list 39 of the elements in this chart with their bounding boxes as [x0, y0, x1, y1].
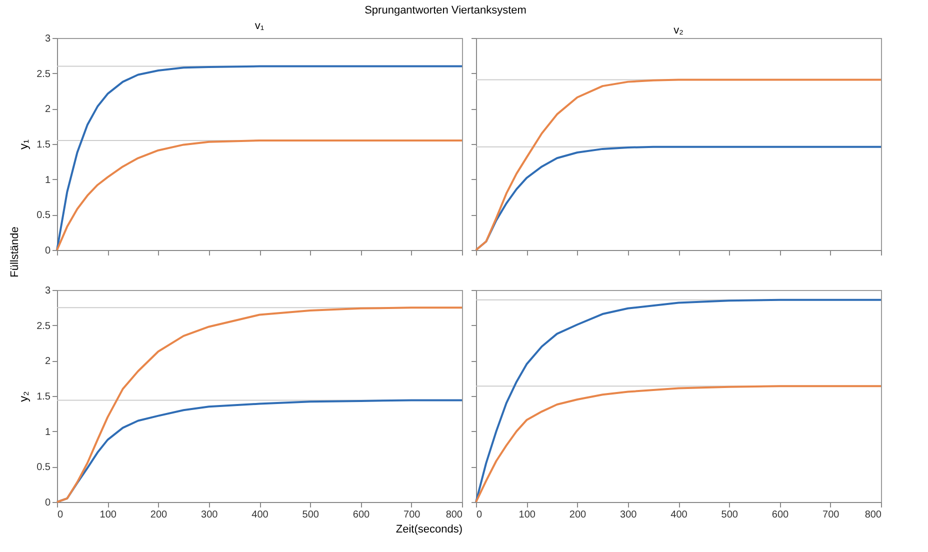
x-tick-label: 500 [302, 510, 320, 520]
y-tick-label: 3 [44, 286, 51, 296]
chart-title: v₂ [674, 24, 684, 36]
x-tick-label: 700 [822, 510, 840, 520]
y-tick-label: 2 [44, 356, 51, 368]
x-tick-label: 600 [772, 510, 790, 520]
x-tick-label: 100 [518, 510, 536, 520]
text: Sprungantworten Viertanksystem [364, 4, 526, 16]
x-tick-label: 200 [150, 510, 168, 520]
x-tick-label: 400 [252, 510, 269, 520]
y-tick-label: 1.5 [36, 392, 51, 402]
y-tick-label: 1.5 [36, 140, 51, 150]
y-tick-label: 2.5 [36, 320, 51, 332]
y-tick-label: 1 [44, 174, 51, 186]
x-tick-label: 800 [864, 510, 882, 520]
x-tick-label: 300 [620, 510, 638, 520]
text: Füllstände [9, 226, 21, 278]
x-tick-label: 100 [100, 510, 117, 520]
x-tick-label: 400 [670, 510, 688, 520]
x-tick-label: 600 [352, 510, 370, 520]
x-axis-title: Zeit(seconds) [396, 524, 462, 536]
y-tick-label: 2 [44, 104, 51, 116]
y-tick-label: 0 [44, 498, 51, 508]
x-tick-label: 0 [58, 510, 64, 520]
x-tick-label: 500 [721, 510, 738, 520]
y-tick-label: 3 [44, 34, 51, 44]
y-tick-label: 0 [44, 246, 51, 256]
y-tick-label: 0.5 [36, 210, 51, 222]
y-axis-title: y₂ [16, 390, 31, 402]
x-tick-label: 200 [569, 510, 587, 520]
x-tick-label: 700 [404, 510, 421, 520]
chart-title: v₁ [254, 20, 264, 32]
y-tick-label: 0.5 [36, 462, 51, 474]
x-tick-label: 800 [446, 510, 463, 520]
y-tick-label: 2.5 [36, 68, 51, 80]
x-tick-label: 300 [201, 510, 218, 520]
y-axis-title: y₁ [16, 139, 31, 150]
y-tick-label: 1 [44, 426, 51, 438]
x-tick-label: 0 [476, 510, 482, 520]
